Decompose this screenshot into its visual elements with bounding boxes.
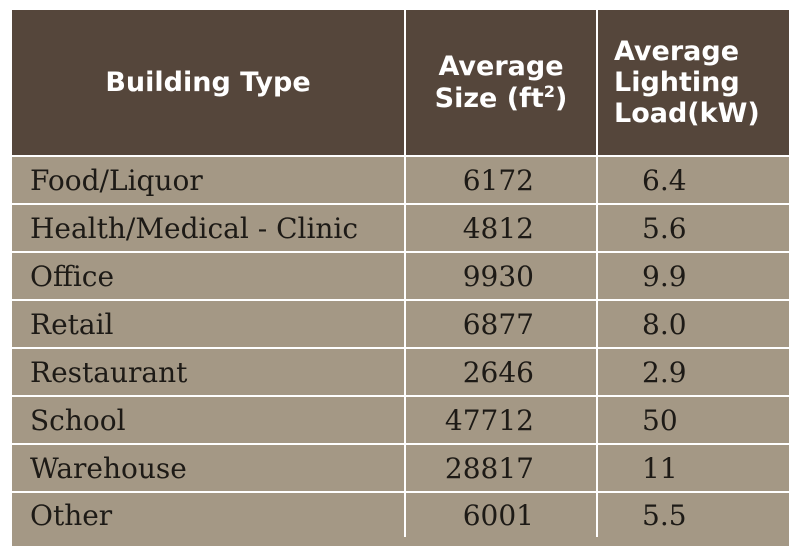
cell-building-type: Food/Liquor — [12, 156, 406, 204]
cell-average-load: 11 — [642, 451, 678, 485]
cell-building-type: Restaurant — [12, 348, 406, 396]
cell-building-type: Health/Medical - Clinic — [12, 204, 406, 252]
table-row: School 47712 50 — [12, 396, 789, 444]
building-lighting-table: Building Type Average Size (ft2) Average… — [12, 10, 789, 546]
header-building-type: Building Type — [12, 10, 406, 156]
header-building-type-label: Building Type — [105, 66, 311, 98]
header-average-size-superscript: 2 — [543, 81, 556, 101]
cell-average-size: 47712 — [405, 396, 598, 444]
header-average-size: Average Size (ft2) — [405, 10, 598, 156]
header-average-load-line3: Load(kW) — [614, 98, 760, 130]
table-row: Restaurant 2646 2.9 — [12, 348, 789, 396]
table-row: Health/Medical - Clinic 4812 5.6 — [12, 204, 789, 252]
cell-building-type: Warehouse — [12, 444, 406, 492]
header-average-load-line1: Average — [614, 35, 740, 67]
table-row: Office 9930 9.9 — [12, 252, 789, 300]
cell-building-type: Other — [12, 492, 406, 537]
header-average-size-line2: Size (ft — [434, 82, 544, 114]
cell-average-load: 6.4 — [642, 163, 687, 197]
cell-average-load: 5.5 — [642, 498, 687, 532]
header-average-load-line2: Lighting — [614, 66, 740, 98]
table-row: Other 6001 5.5 — [12, 492, 789, 537]
table-row: Food/Liquor 6172 6.4 — [12, 156, 789, 204]
cell-average-load: 9.9 — [642, 259, 687, 293]
cell-building-type: Retail — [12, 300, 406, 348]
cell-average-size: 2646 — [405, 348, 598, 396]
table-body: Food/Liquor 6172 6.4 Health/Medical - Clini… — [12, 156, 789, 537]
cell-average-size: 6172 — [405, 156, 598, 204]
cell-average-load: 2.9 — [642, 355, 687, 389]
cell-building-type: School — [12, 396, 406, 444]
cell-average-size: 4812 — [405, 204, 598, 252]
table-row: Retail 6877 8.0 — [12, 300, 789, 348]
cell-average-load: 5.6 — [642, 211, 687, 245]
cell-average-load: 50 — [642, 403, 678, 437]
header-row: Building Type Average Size (ft2) Average… — [12, 10, 789, 156]
cell-average-size: 6001 — [405, 492, 598, 537]
data-table: Building Type Average Size (ft2) Average… — [12, 10, 789, 537]
table-header: Building Type Average Size (ft2) Average… — [12, 10, 789, 156]
cell-average-size: 9930 — [405, 252, 598, 300]
cell-average-load: 8.0 — [642, 307, 687, 341]
header-average-lighting-load: Average Lighting Load(kW) — [597, 10, 789, 156]
header-average-size-close: ) — [555, 82, 568, 114]
header-average-size-line1: Average — [438, 51, 564, 83]
cell-building-type: Office — [12, 252, 406, 300]
cell-average-size: 28817 — [405, 444, 598, 492]
table-row: Warehouse 28817 11 — [12, 444, 789, 492]
cell-average-size: 6877 — [405, 300, 598, 348]
